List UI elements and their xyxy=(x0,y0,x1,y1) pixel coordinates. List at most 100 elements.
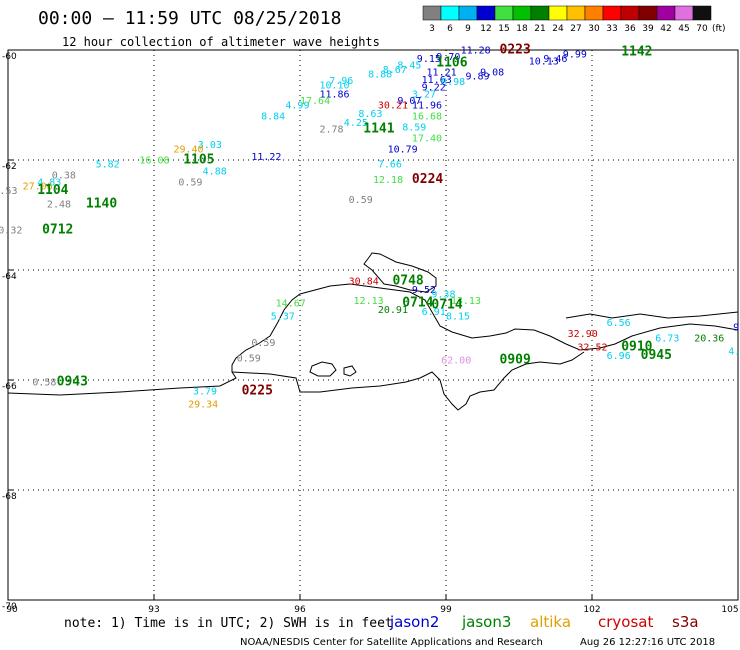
offshore-curve xyxy=(565,311,739,319)
wave-height-label: 10.79 xyxy=(388,144,418,155)
wave-height-label: 11.21 xyxy=(427,67,457,78)
legend-label: 33 xyxy=(606,24,617,34)
legend-unit: (ft) xyxy=(712,24,726,34)
time-label: 0945 xyxy=(641,348,672,363)
lon-tick-label: 105 xyxy=(721,605,738,615)
wave-height-label: 20.36 xyxy=(694,334,724,345)
legend-swatch xyxy=(458,5,478,21)
legend-swatch xyxy=(440,5,460,21)
time-label: 1142 xyxy=(621,45,652,60)
time-label: 1105 xyxy=(183,152,214,167)
time-label: 0714 xyxy=(402,295,433,310)
lon-tick-label: 90 xyxy=(6,605,18,615)
wave-height-label: 9.08 xyxy=(480,67,504,78)
wave-height-label: 2.48 xyxy=(47,199,71,210)
legend-label: 36 xyxy=(624,24,636,34)
time-label: 0748 xyxy=(392,273,423,288)
legend-label: 15 xyxy=(498,24,509,34)
wave-height-label: 0.59 xyxy=(349,195,373,206)
wave-height-label: 3.79 xyxy=(193,386,217,397)
wave-height-label: 9. xyxy=(733,323,740,334)
wave-height-label: 9.22 xyxy=(422,83,446,94)
time-label: 0223 xyxy=(500,42,531,57)
footer-timestamp: Aug 26 12:27:16 UTC 2018 xyxy=(580,637,715,648)
time-label: 0943 xyxy=(57,375,88,390)
time-label: 0910 xyxy=(621,339,652,354)
legend-swatch xyxy=(548,5,568,21)
wave-height-label: 9.15 xyxy=(417,54,441,65)
wave-height-label: 8.45 xyxy=(397,61,421,72)
wave-height-label: 5.37 xyxy=(271,312,295,323)
lat-tick-label: -68 xyxy=(2,492,17,502)
footer-credit: NOAA/NESDIS Center for Satellite Applica… xyxy=(240,637,543,648)
wave-height-label: 9.70 xyxy=(436,52,460,63)
wave-height-label: 4.83 xyxy=(37,177,61,188)
map-subtitle: 12 hour collection of altimeter wave hei… xyxy=(62,35,380,49)
wave-height-label: 16.68 xyxy=(412,111,442,122)
wave-height-label: 30.84 xyxy=(349,276,379,287)
wave-height-label: 0.58 xyxy=(32,378,56,389)
wave-height-label: 0.59 xyxy=(178,177,202,188)
time-label: 0714 xyxy=(431,298,462,313)
legend-swatch xyxy=(512,5,532,21)
legend-swatch xyxy=(566,5,586,21)
satellite-name: jason3 xyxy=(461,613,511,631)
wave-height-label: 17.64 xyxy=(300,96,330,107)
satellite-key: jason2 jason3 altika cryosat s3a xyxy=(389,613,699,631)
time-label: 0225 xyxy=(242,383,273,398)
lat-tick-label: -70 xyxy=(2,602,17,612)
legend-label: 18 xyxy=(516,24,528,34)
wave-height-label: 29.40 xyxy=(173,144,203,155)
lon-tick-label: 102 xyxy=(583,605,600,615)
legend-label: 45 xyxy=(678,24,689,34)
time-label: 1140 xyxy=(86,196,117,211)
lat-tick-label: -64 xyxy=(2,272,17,282)
wave-height-label: 8.63 xyxy=(358,109,382,120)
legend-label: 6 xyxy=(447,24,453,34)
wave-height-label: 11.22 xyxy=(251,152,281,163)
time-label: 1141 xyxy=(363,122,394,137)
legend-label: 30 xyxy=(588,24,600,34)
wave-height-label: 30.21 xyxy=(378,100,408,111)
legend-label: 12 xyxy=(480,24,491,34)
wave-height-label: 8.84 xyxy=(261,111,285,122)
wave-height-label: 20.91 xyxy=(378,305,408,316)
wave-height-label: 10.10 xyxy=(319,81,349,92)
wave-height-label: 62.00 xyxy=(441,356,471,367)
wave-height-label: 12.18 xyxy=(373,175,403,186)
island-a xyxy=(309,361,337,377)
time-label: 0909 xyxy=(500,353,531,368)
satellite-name: cryosat xyxy=(598,613,653,631)
wave-height-label: 9.89 xyxy=(465,72,489,83)
wave-height-label: 9.07 xyxy=(397,96,421,107)
legend-swatch xyxy=(656,5,676,21)
wave-height-label: 8.15 xyxy=(446,312,470,323)
lat-tick-label: -62 xyxy=(2,162,17,172)
wave-height-label: 2.53 xyxy=(0,186,17,197)
legend-label: 39 xyxy=(642,24,654,34)
map-title: 00:00 – 11:59 UTC 08/25/2018 xyxy=(38,8,341,29)
footer-note: note: 1) Time is in UTC; 2) SWH is in fe… xyxy=(64,616,393,631)
wave-height-label: 3.03 xyxy=(198,140,222,151)
wave-height-label: 7.96 xyxy=(329,76,353,87)
wave-height-label: 9.99 xyxy=(563,50,587,61)
legend-label: 9 xyxy=(465,24,471,34)
wave-height-label: 8.88 xyxy=(368,70,392,81)
wave-height-label: 8.59 xyxy=(402,122,426,133)
wave-height-label: 6.96 xyxy=(607,351,631,362)
wave-height-label: 4.25 xyxy=(344,118,368,129)
wave-height-label: 0.59 xyxy=(251,338,275,349)
time-label: 1106 xyxy=(436,56,467,71)
wave-height-label: 4.99 xyxy=(285,100,309,111)
legend-label: 21 xyxy=(534,24,545,34)
coastline xyxy=(7,252,739,411)
wave-height-label: 17.40 xyxy=(412,133,442,144)
wave-height-label: 6.91 xyxy=(422,307,446,318)
wave-height-label: 27.06 xyxy=(23,182,53,193)
legend-swatch xyxy=(422,5,442,21)
wave-height-label: 4.7 xyxy=(728,347,740,358)
wave-height-label: 11.63 xyxy=(422,75,452,86)
coast-bay xyxy=(231,351,585,411)
wave-height-label: 0.38 xyxy=(52,171,76,182)
